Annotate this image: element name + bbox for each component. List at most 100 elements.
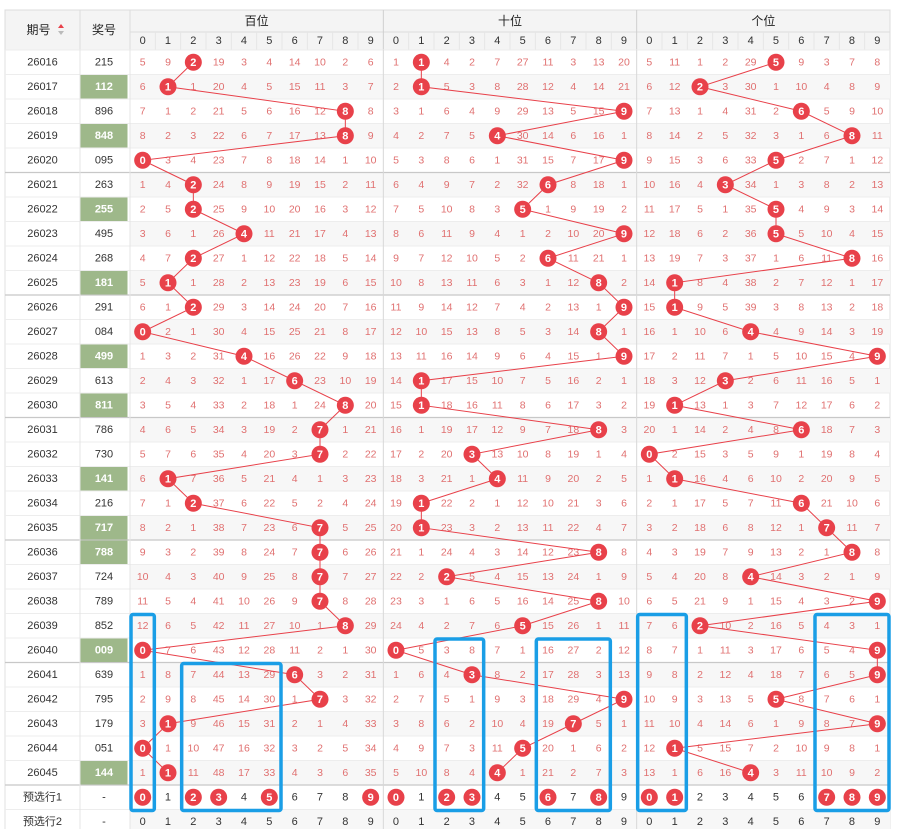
miss-value: 5 <box>494 595 500 607</box>
miss-value: 12 <box>821 277 833 289</box>
winning-ball <box>666 396 684 414</box>
position-header-1: 十位 <box>498 13 522 28</box>
miss-value: 4 <box>722 105 728 117</box>
miss-value: 34 <box>213 424 225 436</box>
miss-value: 13 <box>618 669 630 681</box>
miss-value: 7 <box>545 424 551 436</box>
miss-value: 31 <box>745 105 757 117</box>
miss-value: 2 <box>292 424 298 436</box>
miss-value: 31 <box>263 718 275 730</box>
miss-value: 13 <box>593 56 605 68</box>
miss-value: 32 <box>263 742 275 754</box>
miss-value: 1 <box>596 350 602 362</box>
prize-number-cell: 051 <box>95 742 113 754</box>
miss-value: 10 <box>517 448 529 460</box>
digit-header: 2 <box>697 35 703 47</box>
winning-ball-digit: 2 <box>190 253 196 265</box>
winning-ball-digit: 2 <box>190 302 196 314</box>
miss-value: 2 <box>342 56 348 68</box>
miss-value: 13 <box>719 693 731 705</box>
miss-value: 2 <box>520 252 526 264</box>
miss-value: 15 <box>466 375 478 387</box>
miss-value: 32 <box>365 693 377 705</box>
miss-value: 1 <box>646 473 652 485</box>
prize-number-cell: 268 <box>95 252 113 264</box>
miss-value: 8 <box>368 105 374 117</box>
miss-value: 5 <box>697 203 703 215</box>
prize-highlight <box>80 124 128 148</box>
prize-number-cell: 848 <box>95 130 113 142</box>
miss-value: 19 <box>567 448 579 460</box>
miss-value: 4 <box>393 130 399 142</box>
miss-value: 12 <box>390 326 402 338</box>
winning-ball <box>184 249 202 267</box>
miss-value: 2 <box>494 179 500 191</box>
preselect-ball-digit: 0 <box>646 792 652 804</box>
winning-ball-digit: 1 <box>672 277 678 289</box>
winning-ball-digit: 8 <box>596 424 602 436</box>
miss-value: 14 <box>466 350 478 362</box>
prize-number-cell: 786 <box>95 424 113 436</box>
miss-value: 19 <box>263 424 275 436</box>
winning-ball-digit: 5 <box>773 155 779 167</box>
miss-value: 5 <box>748 448 754 460</box>
preselect-ball-digit: 3 <box>216 792 222 804</box>
miss-value: 7 <box>342 571 348 583</box>
winning-ball <box>868 592 886 610</box>
miss-value: 4 <box>418 620 424 632</box>
winning-ball <box>590 274 608 292</box>
miss-value: 9 <box>190 718 196 730</box>
miss-value: 8 <box>418 718 424 730</box>
miss-value: 14 <box>390 375 402 387</box>
miss-value: 19 <box>593 203 605 215</box>
miss-value: 8 <box>722 571 728 583</box>
miss-value: 16 <box>517 595 529 607</box>
miss-value: 6 <box>520 350 526 362</box>
issue-cell: 26036 <box>27 546 58 558</box>
winning-ball <box>742 323 760 341</box>
miss-value: 20 <box>365 399 377 411</box>
miss-value: 2 <box>621 399 627 411</box>
miss-value: 22 <box>390 571 402 583</box>
miss-value: 44 <box>213 669 225 681</box>
miss-value: 2 <box>165 326 171 338</box>
miss-value: 1 <box>874 693 880 705</box>
winning-ball-digit: 6 <box>798 498 804 510</box>
miss-value: 1 <box>418 546 424 558</box>
miss-value: 15 <box>567 350 579 362</box>
row-stripe <box>130 221 890 246</box>
issue-cell: 26032 <box>27 448 58 460</box>
winning-ball-digit: 1 <box>165 81 171 93</box>
miss-value: 38 <box>213 522 225 534</box>
miss-value: 12 <box>542 546 554 558</box>
issue-cell: 26016 <box>27 56 58 68</box>
digit-header: 9 <box>621 35 627 47</box>
miss-value: 33 <box>365 718 377 730</box>
miss-value: 11 <box>391 301 402 313</box>
winning-ball-digit: 5 <box>773 57 779 69</box>
miss-value: 23 <box>441 522 453 534</box>
winning-ball <box>590 323 608 341</box>
miss-value: 10 <box>795 350 807 362</box>
preselect-ball <box>438 788 456 806</box>
miss-value: 2 <box>393 81 399 93</box>
miss-value: 21 <box>618 81 630 93</box>
miss-value: 9 <box>697 301 703 313</box>
miss-value: 13 <box>441 277 453 289</box>
miss-value: 4 <box>672 571 678 583</box>
miss-value: 7 <box>444 130 450 142</box>
miss-value: 9 <box>824 742 830 754</box>
miss-value: 21 <box>593 252 605 264</box>
miss-value: 12 <box>542 81 554 93</box>
digit-header: 6 <box>545 35 551 47</box>
winning-ball <box>387 641 405 659</box>
winning-ball-digit: 0 <box>140 645 146 657</box>
prize-number-cell: 095 <box>95 154 113 166</box>
winning-ball <box>514 617 532 635</box>
miss-value: 1 <box>190 228 196 240</box>
miss-value: 4 <box>697 718 703 730</box>
preselect-ball <box>818 788 836 806</box>
miss-value: 4 <box>342 228 348 240</box>
preselect-ball-digit: 5 <box>266 792 272 804</box>
winning-ball-digit: 1 <box>165 277 171 289</box>
